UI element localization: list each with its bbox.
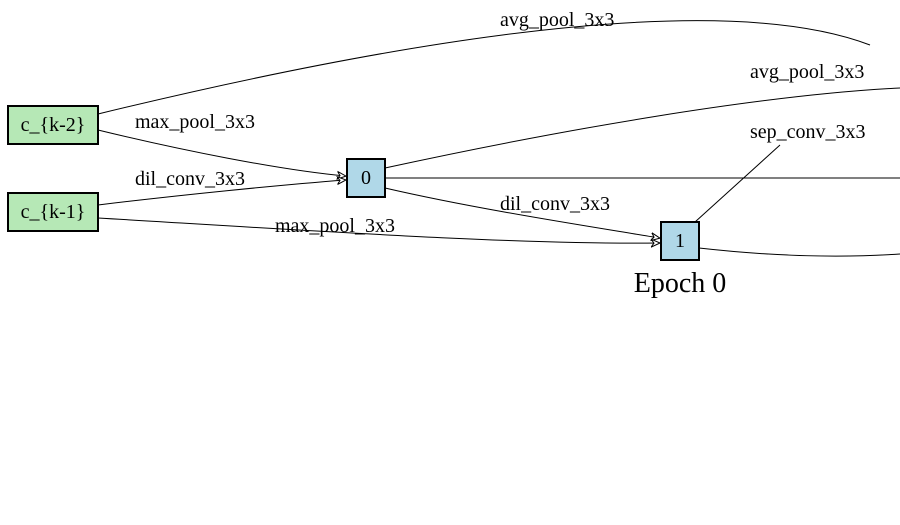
node-label-n1: 1 xyxy=(675,230,685,252)
node-n0: 0 xyxy=(347,159,385,197)
edge-label-ck2_top_out: avg_pool_3x3 xyxy=(500,9,614,31)
edge-label-n0_out_top: avg_pool_3x3 xyxy=(750,61,864,83)
edge-label-n0_out_mid: sep_conv_3x3 xyxy=(750,121,866,143)
edge-n1_diag_up xyxy=(695,145,780,222)
edge-label-n0_to_1: dil_conv_3x3 xyxy=(500,193,610,215)
node-label-ck1: c_{k-1} xyxy=(21,201,86,223)
caption-text: Epoch 0 xyxy=(634,268,727,299)
node-n1: 1 xyxy=(661,222,699,260)
diagram-canvas: c_{k-2} c_{k-1} 0 1 avg_pool_3x3 max_pool_3x… xyxy=(0,0,900,525)
edge-label-ck1_to_1: max_pool_3x3 xyxy=(275,215,395,237)
edge-label-ck2_to_0: max_pool_3x3 xyxy=(135,111,255,133)
node-label-ck2: c_{k-2} xyxy=(21,114,86,136)
edge-label-ck1_to_0: dil_conv_3x3 xyxy=(135,168,245,190)
node-ck1: c_{k-1} xyxy=(8,193,98,231)
node-label-n0: 0 xyxy=(361,167,371,189)
node-ck2: c_{k-2} xyxy=(8,106,98,144)
edge-n1_right xyxy=(699,248,900,256)
edge-labels-layer: avg_pool_3x3 max_pool_3x3 dil_conv_3x3 max_… xyxy=(135,9,866,237)
